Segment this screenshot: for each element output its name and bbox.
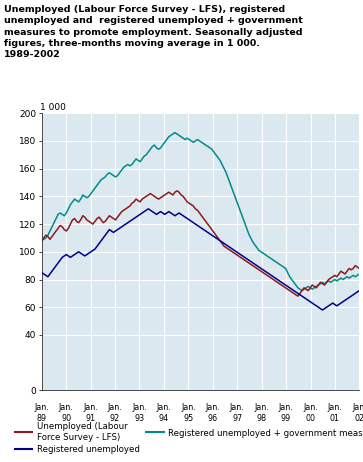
Text: Jan.: Jan. xyxy=(205,403,220,412)
Text: Jan.: Jan. xyxy=(303,403,318,412)
Text: Jan.: Jan. xyxy=(132,403,147,412)
Text: Jan.: Jan. xyxy=(254,403,269,412)
Text: 99: 99 xyxy=(281,414,291,423)
Text: 95: 95 xyxy=(183,414,193,423)
Text: 92: 92 xyxy=(110,414,120,423)
Text: Jan.: Jan. xyxy=(83,403,98,412)
Text: Jan.: Jan. xyxy=(352,403,363,412)
Text: Jan.: Jan. xyxy=(327,403,342,412)
Text: Jan.: Jan. xyxy=(230,403,245,412)
Text: 97: 97 xyxy=(232,414,242,423)
Text: Jan.: Jan. xyxy=(34,403,49,412)
Text: Jan.: Jan. xyxy=(279,403,293,412)
Text: Jan.: Jan. xyxy=(59,403,74,412)
Text: Unemployed (Labour Force Survey - LFS), registered
unemployed and  registered un: Unemployed (Labour Force Survey - LFS), … xyxy=(4,5,302,60)
Text: Jan.: Jan. xyxy=(156,403,171,412)
Text: 91: 91 xyxy=(86,414,96,423)
Text: Jan.: Jan. xyxy=(181,403,196,412)
Text: 94: 94 xyxy=(159,414,169,423)
Text: 1 000: 1 000 xyxy=(40,103,66,112)
Text: Jan.: Jan. xyxy=(108,403,122,412)
Text: 90: 90 xyxy=(61,414,71,423)
Text: 02: 02 xyxy=(354,414,363,423)
Text: 98: 98 xyxy=(257,414,267,423)
Text: 00: 00 xyxy=(306,414,315,423)
Text: 96: 96 xyxy=(208,414,218,423)
Text: 01: 01 xyxy=(330,414,340,423)
Legend: Unemployed (Labour
Force Survey - LFS), Registered unemployed, Registered unempl: Unemployed (Labour Force Survey - LFS), … xyxy=(12,419,363,458)
Text: 89: 89 xyxy=(37,414,47,423)
Text: 93: 93 xyxy=(134,414,144,423)
